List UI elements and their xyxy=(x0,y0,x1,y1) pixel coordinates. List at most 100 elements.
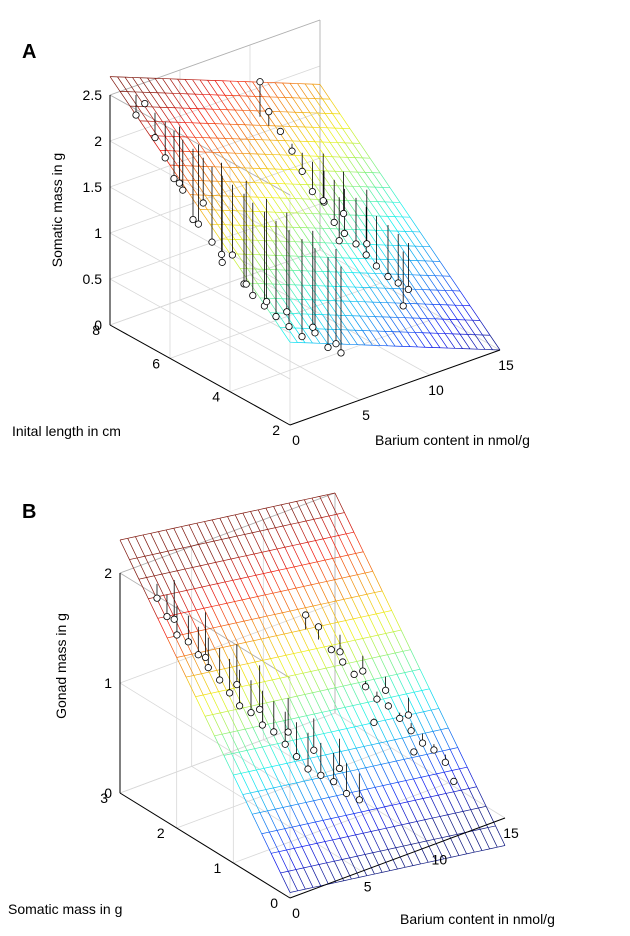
surface-mesh-line xyxy=(403,759,414,780)
surface-mesh-line xyxy=(294,759,303,762)
surface-mesh-line xyxy=(346,728,357,749)
surface-mesh-line xyxy=(354,724,363,728)
surface-mesh-line xyxy=(147,77,158,93)
surface-mesh-line xyxy=(201,586,212,607)
surface-mesh-line xyxy=(303,584,312,587)
surface-mesh-line xyxy=(287,154,298,171)
surface-mesh-line xyxy=(478,807,489,828)
surface-mesh-line xyxy=(386,739,395,742)
surface-mesh-line xyxy=(280,589,289,592)
surface-mesh-line xyxy=(317,559,326,563)
surface-mesh-line xyxy=(266,615,277,636)
surface-mesh-line xyxy=(363,744,372,747)
surface-mesh-line xyxy=(412,863,421,866)
surface-mesh-line xyxy=(234,196,246,212)
surface-mesh-line xyxy=(324,285,336,301)
surface-mesh-line xyxy=(266,700,275,704)
surface-mesh-line xyxy=(286,568,297,589)
surface-mesh-line xyxy=(273,506,284,527)
surface-mesh-line xyxy=(142,91,153,108)
surface-mesh-line xyxy=(329,185,341,201)
surface-mesh-line xyxy=(306,628,317,649)
surface-mesh-line xyxy=(253,553,264,574)
surface-mesh-line xyxy=(324,646,335,667)
surface-mesh-line xyxy=(236,534,245,537)
surface-mesh-line xyxy=(317,841,325,844)
x-axis-line xyxy=(289,349,501,426)
data-point xyxy=(430,746,438,754)
surface-mesh-line xyxy=(304,213,316,229)
surface-mesh-line xyxy=(312,256,323,272)
surface-mesh-line xyxy=(240,578,251,599)
surface-mesh-line xyxy=(204,195,216,211)
surface-mesh-line xyxy=(282,255,293,271)
surface-mesh-line xyxy=(239,95,251,111)
surface-mesh-line xyxy=(362,638,373,659)
surface-mesh-line xyxy=(387,259,398,275)
surface-mesh-line xyxy=(416,819,425,822)
surface-mesh-line xyxy=(214,123,226,139)
surface-mesh-line xyxy=(379,741,387,744)
surface-mesh-line xyxy=(237,81,248,97)
surface-mesh-line xyxy=(324,113,336,129)
surface-mesh-line xyxy=(322,141,333,157)
surface-mesh-line xyxy=(205,629,216,650)
surface-mesh-line xyxy=(274,614,285,635)
surface-mesh-line xyxy=(182,151,193,167)
surface-mesh-line xyxy=(292,270,303,286)
surface-mesh-line xyxy=(188,611,199,632)
surface-mesh-line xyxy=(454,304,466,321)
surface-mesh-line xyxy=(467,334,478,350)
surface-mesh-line xyxy=(312,605,323,626)
surface-mesh-line xyxy=(335,600,346,621)
surface-mesh-line xyxy=(436,773,447,794)
grid-line xyxy=(109,249,321,326)
surface-mesh-line xyxy=(167,551,178,571)
surface-mesh-line xyxy=(285,653,294,656)
surface-mesh-line xyxy=(301,565,312,585)
surface-mesh-line xyxy=(391,610,402,631)
surface-mesh-line xyxy=(330,818,341,839)
surface-mesh-line xyxy=(269,269,281,285)
data-point xyxy=(285,322,293,331)
surface-mesh-line xyxy=(362,833,374,853)
surface-mesh-line xyxy=(352,272,363,288)
surface-mesh-line xyxy=(272,154,283,170)
surface-mesh-line xyxy=(252,812,260,815)
surface-mesh-line xyxy=(278,570,289,590)
surface-mesh-line xyxy=(267,125,278,141)
surface-mesh-line xyxy=(313,713,325,734)
surface-mesh-line xyxy=(424,819,435,840)
surface-mesh-line xyxy=(255,575,266,595)
surface-mesh-line xyxy=(242,794,253,815)
data-point xyxy=(330,218,338,226)
surface-mesh-line xyxy=(449,276,461,292)
surface-mesh-line xyxy=(309,844,320,865)
surface-mesh-line xyxy=(304,299,316,315)
surface-mesh-line xyxy=(144,556,155,576)
surface-mesh-line xyxy=(189,108,201,124)
surface-mesh-line xyxy=(353,532,364,552)
surface-mesh-line xyxy=(224,668,235,689)
surface-mesh-line xyxy=(342,685,353,706)
surface-mesh-line xyxy=(420,777,431,797)
surface-mesh-line xyxy=(308,650,319,670)
surface-mesh-line xyxy=(257,594,266,597)
surface-mesh-line xyxy=(282,612,293,633)
surface-mesh-line xyxy=(267,168,278,184)
surface-mesh-line xyxy=(445,793,456,814)
surface-mesh-line xyxy=(405,865,413,868)
surface-mesh-line xyxy=(247,661,256,664)
surface-mesh-line xyxy=(394,737,403,741)
surface-mesh-line xyxy=(455,811,464,814)
surface-mesh-line xyxy=(449,749,460,769)
surface-mesh-line xyxy=(188,524,199,545)
surface-mesh-line xyxy=(202,180,213,196)
data-point xyxy=(292,753,301,761)
surface-mesh-line xyxy=(307,542,318,562)
surface-mesh-line xyxy=(384,804,393,808)
data-point xyxy=(332,340,340,348)
surface-mesh-line xyxy=(238,642,246,645)
surface-mesh-line xyxy=(322,228,333,244)
surface-mesh-line xyxy=(482,334,493,350)
